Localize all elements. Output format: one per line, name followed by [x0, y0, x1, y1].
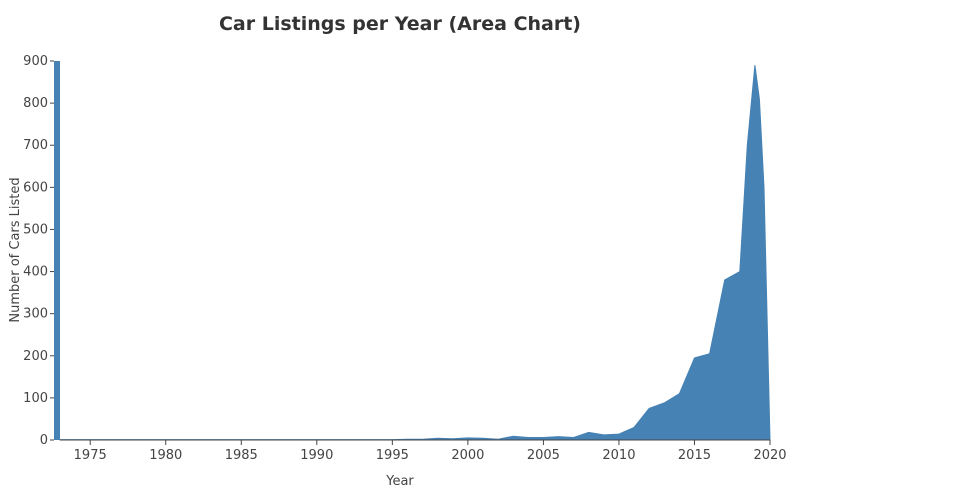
x-tick-label-1985: 1985: [225, 448, 258, 463]
x-tick-label-2010: 2010: [602, 448, 635, 463]
x-tick-label-2005: 2005: [527, 448, 560, 463]
y-axis-bar: [54, 61, 60, 440]
y-tick-label-400: 400: [23, 265, 48, 280]
y-tick-label-100: 100: [23, 391, 48, 406]
x-tick-label-1980: 1980: [149, 448, 182, 463]
y-tick-label-0: 0: [40, 433, 48, 448]
y-tick-label-800: 800: [23, 96, 48, 111]
y-tick-label-700: 700: [23, 138, 48, 153]
x-tick-label-1990: 1990: [300, 448, 333, 463]
plot-area: 1975 1980 1985 1990 1995 2000 2005 2010 2015 2020…: [23, 54, 786, 463]
y-tick-label-900: 900: [23, 54, 48, 69]
x-tick-label-1975: 1975: [74, 448, 107, 463]
y-axis-label: Number of Cars Listed: [8, 177, 23, 322]
x-tick-label-2015: 2015: [678, 448, 711, 463]
y-tick-label-600: 600: [23, 180, 48, 195]
x-tick-label-2020: 2020: [753, 448, 786, 463]
y-tick-label-300: 300: [23, 307, 48, 322]
x-axis-label: Year: [385, 474, 414, 489]
y-tick-label-200: 200: [23, 349, 48, 364]
y-tick-label-500: 500: [23, 222, 48, 237]
x-tick-label-2000: 2000: [451, 448, 484, 463]
chart-title: Car Listings per Year (Area Chart): [219, 13, 581, 35]
area-series-0: [59, 65, 771, 441]
x-tick-label-1995: 1995: [376, 448, 409, 463]
